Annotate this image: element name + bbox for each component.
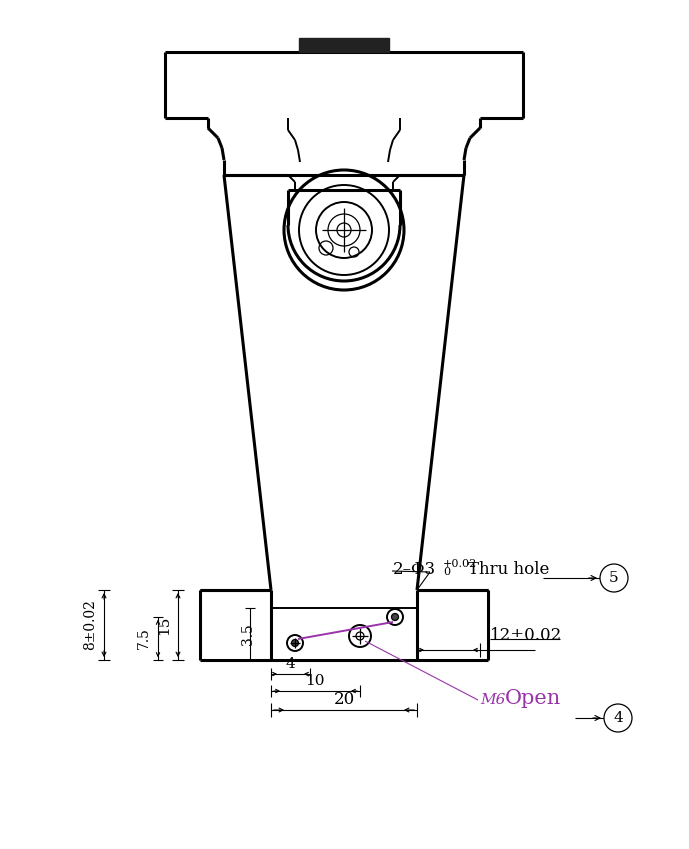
Circle shape	[604, 704, 632, 732]
Text: M6: M6	[480, 693, 505, 707]
Text: Open: Open	[505, 689, 562, 707]
Text: 5: 5	[609, 571, 619, 585]
Text: 7.5: 7.5	[137, 627, 151, 649]
Text: 4: 4	[285, 657, 295, 671]
Text: 8±0.02: 8±0.02	[83, 599, 97, 650]
Circle shape	[391, 614, 398, 621]
Bar	[299, 38, 389, 52]
Circle shape	[291, 639, 298, 646]
Text: +0.02: +0.02	[443, 559, 477, 569]
Text: Thru hole: Thru hole	[468, 561, 549, 578]
Text: 10: 10	[305, 674, 325, 688]
Text: 0: 0	[443, 567, 450, 577]
Text: 2–Φ3: 2–Φ3	[393, 561, 436, 578]
Text: 15: 15	[157, 616, 171, 635]
Text: 4: 4	[613, 711, 623, 725]
Text: 12±0.02: 12±0.02	[490, 627, 562, 644]
Text: 20: 20	[333, 691, 355, 709]
Circle shape	[600, 564, 628, 592]
Text: 3.5: 3.5	[241, 623, 255, 645]
